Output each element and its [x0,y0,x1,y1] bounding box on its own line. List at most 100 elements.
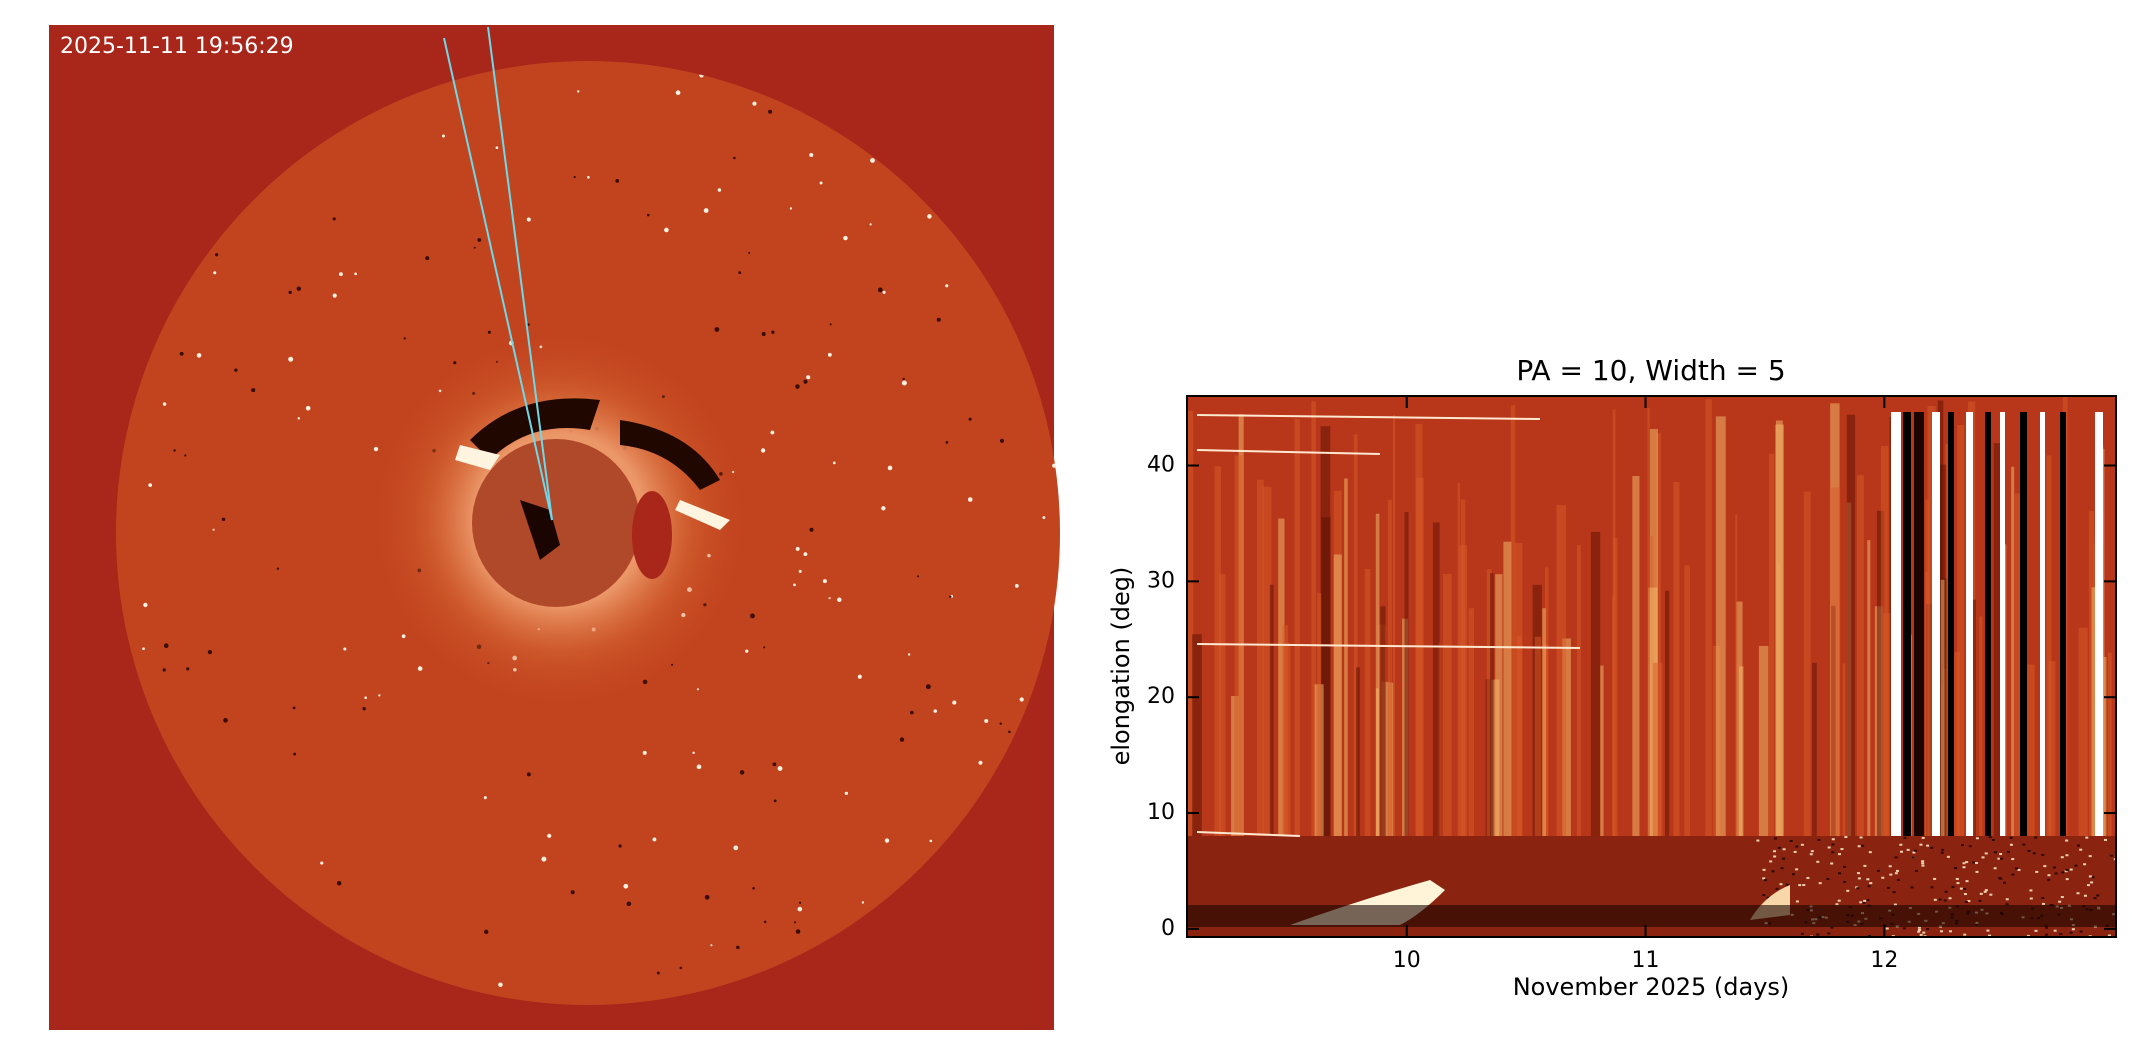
noise [1946,855,1950,858]
speckle [473,246,476,249]
streak [1803,491,1811,836]
noise [1888,865,1892,868]
speckle [772,762,777,767]
noise [1902,927,1906,930]
speckle [827,352,832,357]
streak-line [1196,449,1381,455]
streak [1867,540,1871,836]
noise [2054,872,2058,875]
streak-line [1196,831,1301,837]
noise [2058,900,2062,903]
noise [1780,867,1784,870]
speckle [899,737,905,742]
speckle [148,483,153,488]
noise [1930,886,1934,889]
streak [1486,569,1492,836]
noise [1857,877,1861,880]
streak [2020,412,2027,836]
noise [2090,881,2094,884]
noise [1999,857,2003,860]
noise [2065,878,2069,881]
streak [2000,412,2005,836]
speckle [714,327,720,332]
streak [1684,565,1691,836]
streak [1979,616,1983,836]
streak [1735,514,1738,836]
speckle [142,647,145,651]
streak [2040,412,2045,836]
noise [1940,851,1944,854]
streak [1468,608,1475,836]
noise [2032,852,2036,855]
streak [1278,518,1285,836]
noise [1921,860,1925,863]
noise [1921,864,1925,867]
bright-feature [675,500,730,530]
noise [1859,836,1863,839]
noise [1843,880,1847,883]
noise [1941,848,1945,851]
speckle [968,417,972,421]
noise [1988,836,1992,839]
speckle [748,251,751,254]
speckle [797,906,803,912]
speckle [623,883,629,889]
speckle [882,290,886,294]
speckle [1014,584,1019,588]
noise [1802,884,1806,887]
noise [1869,882,1873,885]
streak [1812,662,1817,836]
speckle [221,517,226,522]
noise [1986,929,1990,932]
noise [1964,901,1968,904]
noise [1846,889,1850,892]
noise [1816,860,1820,863]
speckle [789,207,793,210]
speckle [251,388,256,393]
streak [1416,477,1424,836]
speckle [577,90,580,93]
streak [1758,645,1769,836]
noise [2079,848,2083,851]
streak [1576,544,1581,836]
streak [1234,455,1243,836]
noise [1962,862,1966,865]
noise [2074,864,2078,867]
noise [2009,843,2013,846]
speckle [1019,697,1024,702]
speckle [881,506,886,511]
noise [2091,876,2095,879]
noise [1862,901,1866,904]
speckle [703,208,709,213]
speckle [196,353,202,358]
noise [1975,870,1979,873]
speckle [861,901,865,904]
speckle [401,634,406,639]
streak [1495,574,1503,836]
noise [1906,848,1910,851]
x-tick-label: 10 [1393,948,1421,973]
streak [1214,466,1222,836]
noise [2083,863,2087,866]
noise [1955,877,1959,880]
streak [1192,634,1202,836]
streak [1876,510,1885,836]
noise [1773,837,1777,840]
speckle [679,966,683,970]
streak [1459,545,1468,836]
speckle [945,284,949,288]
noise [2083,894,2087,897]
speckle [952,700,957,705]
noise [2043,865,2047,868]
speckle [343,647,347,651]
noise [1954,867,1958,870]
speckle [305,405,311,411]
speckle [1054,269,1059,274]
streak [1317,593,1322,836]
noise [1918,928,1922,931]
speckle [917,575,920,578]
noise [1998,877,2002,880]
noise [2047,874,2051,877]
streak [1914,412,1924,836]
streak-line [1196,643,1581,649]
